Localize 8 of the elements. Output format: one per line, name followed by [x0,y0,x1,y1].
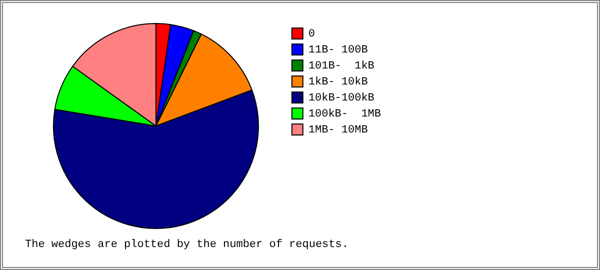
legend-label: 1MB- 10MB [308,124,368,136]
legend-label: 11B- 100B [308,44,368,56]
legend-label: 1kB- 10kB [308,76,368,88]
legend-label: 0 [308,28,315,40]
legend-label: 100kB- 1MB [308,108,382,120]
legend-label: 10kB-100kB [308,92,375,104]
legend-label: 101B- 1kB [308,60,375,72]
text: The wedges are plotted by the number of requests. [25,239,348,251]
